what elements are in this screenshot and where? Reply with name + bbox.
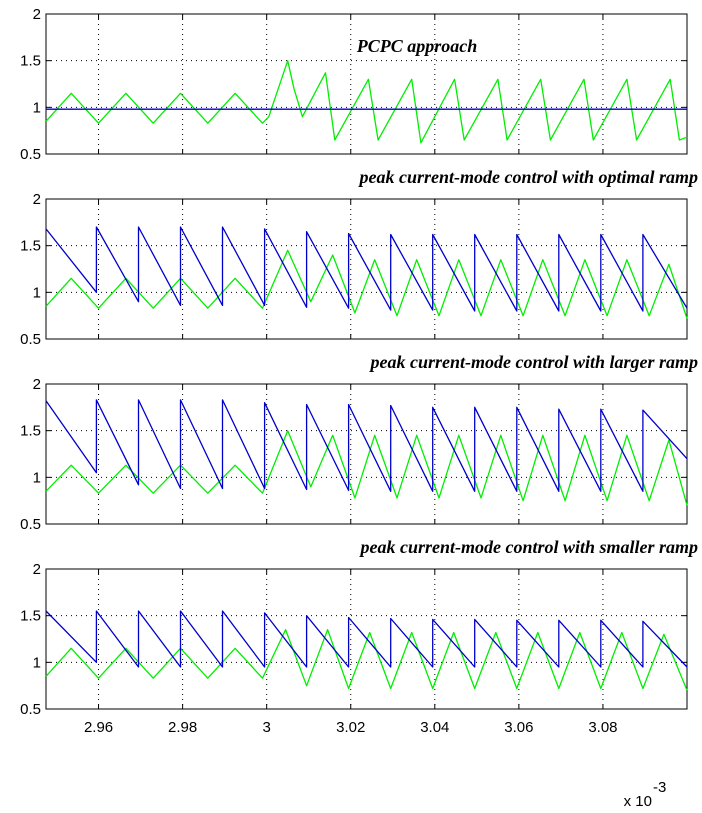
y-tick-label: 1 [33,284,41,301]
y-tick-label: 1.5 [20,608,41,625]
x-tick-label: 3.06 [504,719,533,736]
x-tick-label: 3 [263,719,271,736]
y-tick-label: 2 [33,561,41,578]
y-tick-label: 1.5 [20,423,41,440]
y-tick-label: 0.5 [20,516,41,533]
x-tick-label: 2.98 [168,719,197,736]
x-tick-label: 3.02 [336,719,365,736]
y-tick-label: 2 [33,376,41,393]
plot-axes-2 [45,198,688,340]
panel-title-4: peak current-mode control with smaller r… [358,537,698,557]
y-tick-label: 1.5 [20,53,41,70]
x-tick-label: 2.96 [84,719,113,736]
y-tick-label: 1 [33,469,41,486]
y-tick-label: 2 [33,191,41,208]
y-tick-label: 2 [33,6,41,23]
panel-title-3: peak current-mode control with larger ra… [368,352,698,372]
y-tick-label: 1.5 [20,238,41,255]
green-series-line-3 [45,430,688,506]
blue-series-line-2 [45,226,688,312]
panel-title-1: PCPC approach [356,36,478,56]
plot-axes-3 [45,383,688,525]
blue-series-line-3 [45,399,688,492]
y-tick-label: 1 [33,654,41,671]
blue-series-line-4 [45,610,688,668]
y-tick-label: 1 [33,99,41,116]
x-axis-exponent-power: -3 [653,779,666,796]
x-tick-label: 3.04 [420,719,449,736]
x-tick-label: 3.08 [588,719,617,736]
y-tick-label: 0.5 [20,701,41,718]
panel-title-2: peak current-mode control with optimal r… [357,167,698,187]
y-tick-label: 0.5 [20,331,41,348]
y-tick-label: 0.5 [20,146,41,163]
x-axis-exponent: x 10 [624,793,652,810]
